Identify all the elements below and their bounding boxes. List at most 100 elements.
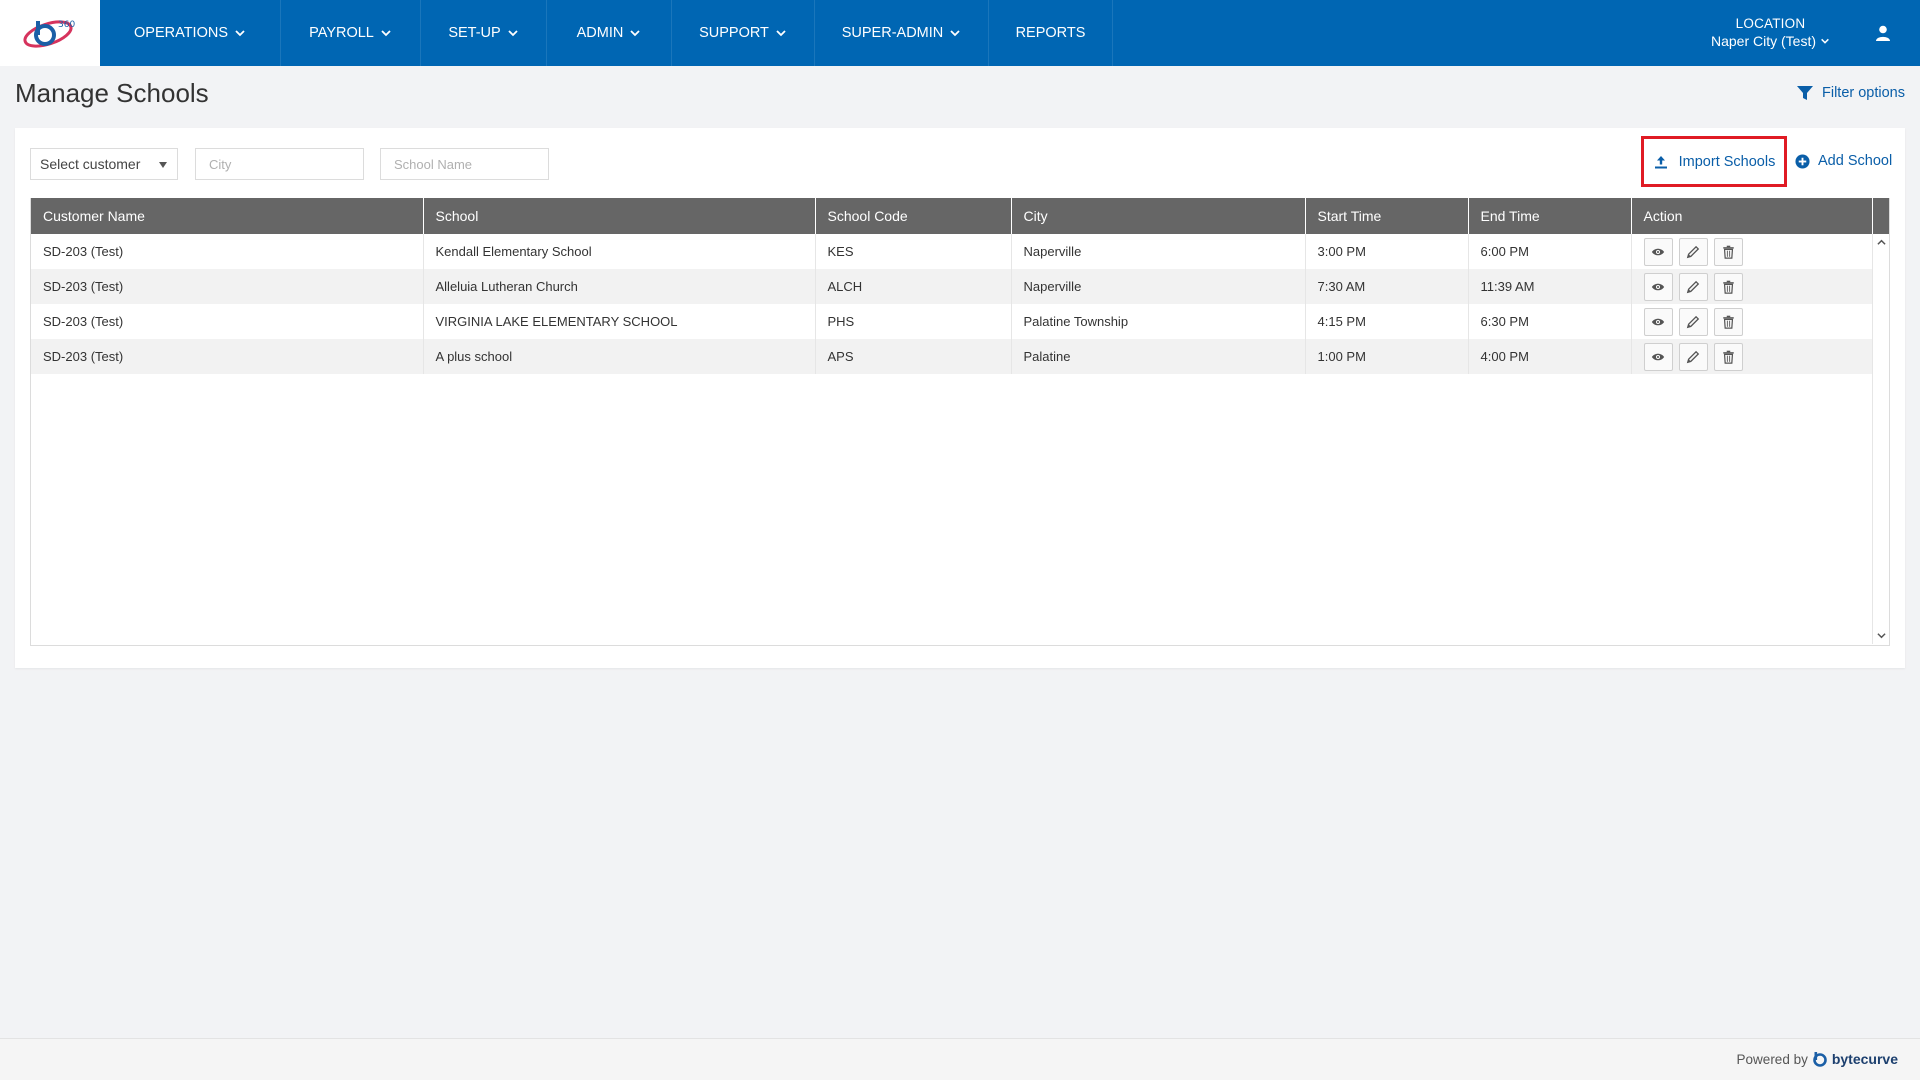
delete-button[interactable] bbox=[1713, 237, 1743, 266]
customer-name-cell: SD-203 (Test) bbox=[31, 339, 424, 374]
bytecurve-logo-icon bbox=[1813, 1052, 1827, 1067]
end-time-cell: 11:39 AM bbox=[1468, 269, 1632, 304]
filter-options-button[interactable]: Filter options bbox=[1796, 84, 1905, 102]
schools-table-container: Customer Name School School Code City St… bbox=[30, 198, 1890, 646]
table-header-row: Customer Name School School Code City St… bbox=[31, 198, 1873, 234]
chevron-down-icon bbox=[381, 30, 391, 37]
schools-table: Customer Name School School Code City St… bbox=[31, 198, 1873, 374]
action-cell bbox=[1631, 269, 1873, 304]
customer-select-value: Select customer bbox=[40, 156, 141, 172]
nav-super-admin[interactable]: SUPER-ADMIN bbox=[815, 0, 989, 66]
city-cell: Naperville bbox=[1011, 234, 1306, 269]
plus-circle-icon bbox=[1795, 153, 1810, 169]
chevron-down-icon bbox=[235, 30, 245, 37]
user-icon[interactable] bbox=[1874, 24, 1892, 42]
edit-button[interactable] bbox=[1678, 272, 1708, 301]
nav-payroll[interactable]: PAYROLL bbox=[281, 0, 421, 66]
nav-label: PAYROLL bbox=[309, 25, 374, 41]
end-time-cell: 6:30 PM bbox=[1468, 304, 1632, 339]
school-cell: Alleluia Lutheran Church bbox=[423, 269, 816, 304]
location-selector[interactable]: LOCATION Naper City (Test) bbox=[1711, 16, 1830, 49]
scrollbar-header-cap bbox=[1872, 198, 1889, 234]
add-school-button[interactable]: Add School bbox=[1795, 148, 1892, 174]
nav-label: SET-UP bbox=[448, 25, 501, 41]
nav-admin[interactable]: ADMIN bbox=[547, 0, 672, 66]
eye-icon bbox=[1651, 248, 1665, 255]
edit-button[interactable] bbox=[1678, 342, 1708, 371]
caret-down-icon bbox=[159, 162, 167, 168]
chevron-down-icon bbox=[508, 30, 518, 37]
view-button[interactable] bbox=[1643, 272, 1673, 301]
nav-setup[interactable]: SET-UP bbox=[421, 0, 547, 66]
import-schools-button[interactable]: Import Schools bbox=[1641, 136, 1787, 187]
app-logo[interactable]: 360 bbox=[0, 0, 100, 66]
delete-button[interactable] bbox=[1713, 307, 1743, 336]
nav-label: SUPER-ADMIN bbox=[841, 25, 944, 41]
schools-card: Select customer Import Schools Add Schoo… bbox=[15, 128, 1905, 668]
end-time-cell: 4:00 PM bbox=[1468, 339, 1632, 374]
import-schools-label: Import Schools bbox=[1678, 153, 1776, 170]
school-code-cell: KES bbox=[815, 234, 1012, 269]
logo-icon: 360 bbox=[23, 20, 75, 48]
filter-icon bbox=[1796, 86, 1813, 100]
action-cell bbox=[1631, 304, 1873, 339]
chevron-down-icon bbox=[950, 30, 960, 37]
eye-icon bbox=[1651, 318, 1665, 325]
city-cell: Naperville bbox=[1011, 269, 1306, 304]
pencil-icon bbox=[1686, 280, 1700, 293]
chevron-up-icon[interactable] bbox=[1877, 238, 1886, 247]
school-code-cell: PHS bbox=[815, 304, 1012, 339]
nav-operations[interactable]: OPERATIONS bbox=[100, 0, 281, 66]
view-button[interactable] bbox=[1643, 237, 1673, 266]
city-cell: Palatine bbox=[1011, 339, 1306, 374]
nav-label: ADMIN bbox=[576, 25, 624, 41]
column-header: Action bbox=[1631, 198, 1873, 234]
eye-icon bbox=[1651, 353, 1665, 360]
end-time-cell: 6:00 PM bbox=[1468, 234, 1632, 269]
delete-button[interactable] bbox=[1713, 342, 1743, 371]
nav-reports[interactable]: REPORTS bbox=[989, 0, 1113, 66]
chevron-down-icon bbox=[1821, 38, 1829, 44]
customer-name-cell: SD-203 (Test) bbox=[31, 234, 424, 269]
start-time-cell: 3:00 PM bbox=[1305, 234, 1469, 269]
school-cell: A plus school bbox=[423, 339, 816, 374]
powered-by: Powered by bytecurve bbox=[1737, 1051, 1898, 1067]
eye-icon bbox=[1651, 283, 1665, 290]
customer-name-cell: SD-203 (Test) bbox=[31, 304, 424, 339]
column-header[interactable]: City bbox=[1011, 198, 1306, 234]
edit-button[interactable] bbox=[1678, 307, 1708, 336]
start-time-cell: 7:30 AM bbox=[1305, 269, 1469, 304]
column-header[interactable]: School Code bbox=[815, 198, 1012, 234]
view-button[interactable] bbox=[1643, 307, 1673, 336]
pencil-icon bbox=[1686, 315, 1700, 328]
page-title: Manage Schools bbox=[15, 78, 209, 108]
powered-by-label: Powered by bbox=[1736, 1051, 1808, 1067]
chevron-down-icon[interactable] bbox=[1877, 631, 1886, 640]
customer-select[interactable]: Select customer bbox=[30, 148, 178, 180]
action-cell bbox=[1631, 339, 1873, 374]
column-header[interactable]: Start Time bbox=[1305, 198, 1469, 234]
location-value: Naper City (Test) bbox=[1710, 33, 1816, 49]
pencil-icon bbox=[1686, 245, 1700, 258]
view-button[interactable] bbox=[1643, 342, 1673, 371]
school-cell: VIRGINIA LAKE ELEMENTARY SCHOOL bbox=[423, 304, 816, 339]
school-name-input[interactable] bbox=[380, 148, 549, 180]
column-header[interactable]: Customer Name bbox=[31, 198, 424, 234]
edit-button[interactable] bbox=[1678, 237, 1708, 266]
delete-button[interactable] bbox=[1713, 272, 1743, 301]
table-row: SD-203 (Test) Kendall Elementary School KE… bbox=[31, 234, 1873, 269]
table-row: SD-203 (Test) A plus school APS Palatine 1:0… bbox=[31, 339, 1873, 374]
column-header[interactable]: School bbox=[423, 198, 816, 234]
school-code-cell: ALCH bbox=[815, 269, 1012, 304]
trash-icon bbox=[1722, 280, 1734, 294]
table-row: SD-203 (Test) VIRGINIA LAKE ELEMENTARY SC… bbox=[31, 304, 1873, 339]
start-time-cell: 4:15 PM bbox=[1305, 304, 1469, 339]
trash-icon bbox=[1722, 315, 1734, 329]
table-scrollbar[interactable] bbox=[1872, 234, 1889, 644]
school-code-cell: APS bbox=[815, 339, 1012, 374]
trash-icon bbox=[1722, 245, 1734, 259]
column-header[interactable]: End Time bbox=[1468, 198, 1632, 234]
nav-support[interactable]: SUPPORT bbox=[672, 0, 815, 66]
chevron-down-icon bbox=[776, 30, 786, 37]
city-input[interactable] bbox=[195, 148, 364, 180]
